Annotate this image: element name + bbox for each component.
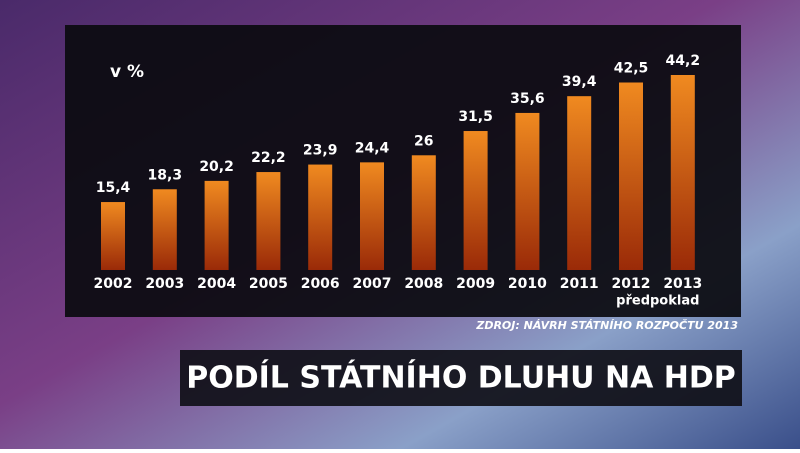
x-tick-label: 2009: [456, 276, 495, 292]
value-label: 23,9: [303, 143, 338, 159]
annotation: předpoklad: [616, 294, 699, 309]
value-label: 44,2: [666, 53, 701, 69]
x-tick-label: 2003: [145, 276, 184, 292]
source: ZDROJ: NÁVRH STÁTNÍHO ROZPOČTU 2013: [475, 318, 738, 332]
x-tick-label: 2010: [508, 276, 547, 292]
x-tick-label: 2004: [197, 276, 236, 292]
value-label: 39,4: [562, 74, 597, 90]
x-tick-label: 2012: [612, 276, 651, 292]
bar: [256, 172, 281, 270]
bar: [463, 131, 488, 270]
bar: [619, 82, 643, 270]
value-label: 20,2: [199, 159, 234, 175]
x-tick-label: 2005: [249, 276, 288, 292]
value-label: 26: [414, 133, 433, 149]
value-label: 42,5: [614, 61, 649, 77]
x-tick-label: 2013: [663, 276, 702, 292]
title-box: [180, 350, 742, 406]
value-label: 22,2: [251, 150, 286, 166]
value-label: 18,3: [148, 167, 183, 183]
unit-label: v %: [110, 62, 144, 82]
x-tick-label: 2006: [301, 276, 340, 292]
bar: [567, 96, 592, 270]
value-label: 15,4: [96, 180, 131, 196]
x-tick-label: 2011: [560, 276, 599, 292]
value-label: 31,5: [458, 109, 493, 125]
x-tick-label: 2008: [404, 276, 443, 292]
bar: [360, 162, 384, 270]
bar: [411, 155, 436, 270]
bar: [101, 202, 125, 270]
bar: [308, 164, 333, 270]
chart-title: PODÍL STÁTNÍHO DLUHU NA HDP: [186, 360, 736, 396]
x-tick-label: 2002: [94, 276, 133, 292]
bar: [204, 180, 229, 270]
bar: [515, 112, 540, 270]
bar: [670, 75, 695, 270]
bar: [152, 189, 177, 270]
value-label: 35,6: [510, 91, 545, 107]
value-label: 24,4: [355, 140, 390, 156]
x-tick-label: 2007: [353, 276, 392, 292]
